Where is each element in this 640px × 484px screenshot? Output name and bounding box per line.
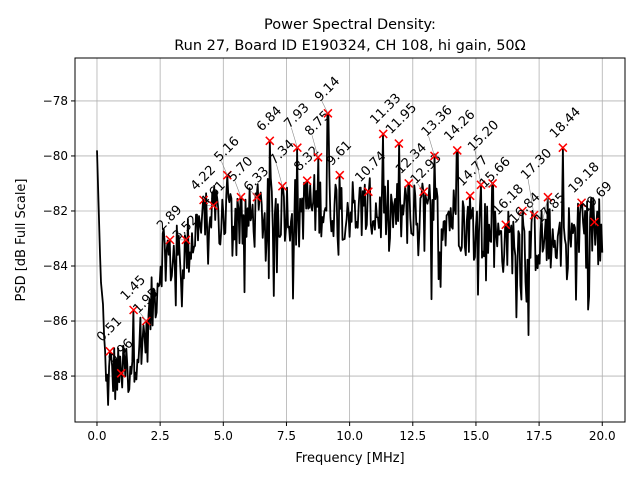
x-tick-label: 12.5 (399, 429, 426, 443)
x-marker-icon (105, 346, 115, 356)
x-marker-icon (313, 152, 323, 162)
y-tick-label: −84 (43, 259, 68, 273)
x-marker-icon (529, 210, 539, 220)
x-marker-icon (378, 129, 388, 139)
peak-leader-line (234, 181, 242, 198)
peak-leader-line (221, 161, 228, 176)
x-marker-icon (277, 181, 287, 191)
x-marker-icon (465, 191, 475, 201)
peak-marker: 18.44 (547, 105, 584, 153)
peak-leader-line (486, 183, 493, 188)
x-marker-icon (165, 235, 175, 245)
chart-title-line1: Power Spectral Density: (264, 17, 436, 33)
y-axis-label: PSD [dB Full Scale] (14, 178, 29, 301)
y-tick-label: −86 (43, 314, 68, 328)
plot-frame (74, 57, 626, 423)
x-marker-icon (589, 217, 599, 227)
peak-marker: 9.14 (312, 74, 343, 118)
x-marker-icon (363, 187, 373, 197)
x-marker-icon (116, 368, 126, 378)
x-marker-icon (452, 145, 462, 155)
x-marker-icon (265, 136, 275, 146)
x-axis-ticks: 0.0 2.5 5.0 7.5 10.0 12.5 15.0 17.5 20.0 (87, 422, 616, 443)
psd-trace-line (96, 112, 604, 406)
x-tick-label: 17.5 (526, 429, 553, 443)
peak-leader-line (276, 164, 283, 187)
x-tick-label: 7.5 (277, 429, 296, 443)
x-marker-icon (404, 178, 414, 188)
peak-leader-line (417, 183, 424, 192)
peak-leader-line (311, 135, 319, 158)
y-tick-label: −88 (43, 369, 68, 383)
y-tick-label: −82 (43, 204, 68, 218)
x-marker-icon (558, 143, 568, 153)
y-tick-label: −80 (43, 149, 68, 163)
x-tick-label: 5.0 (214, 429, 233, 443)
chart-title-line2: Run 27, Board ID E190324, CH 108, hi gai… (174, 38, 526, 54)
peak-marker: 6.84 (254, 104, 285, 146)
x-marker-icon (501, 220, 511, 230)
x-marker-icon (302, 176, 312, 186)
x-marker-icon (181, 235, 191, 245)
x-marker-icon (335, 170, 345, 180)
x-marker-icon (488, 178, 498, 188)
x-marker-icon (323, 108, 333, 118)
x-marker-icon (129, 305, 139, 315)
peak-leader-line (321, 101, 329, 114)
x-tick-label: 10.0 (336, 429, 363, 443)
x-tick-label: 0.0 (87, 429, 106, 443)
x-marker-icon (577, 198, 587, 208)
x-marker-icon (394, 139, 404, 149)
y-axis-ticks: −88 −86 −84 −82 −80 −78 (43, 94, 75, 383)
x-tick-label: 20.0 (589, 429, 616, 443)
peak-leader-line (541, 197, 549, 224)
peak-leader-line (527, 179, 535, 216)
peak-leader-line (474, 150, 482, 185)
peak-label: 9.14 (312, 74, 343, 105)
peak-leader-line (291, 127, 298, 148)
peak-label: 6.84 (254, 104, 285, 135)
x-axis-label: Frequency [MHz] (295, 451, 404, 466)
peak-leader-line (516, 210, 523, 224)
peak-label: 17.30 (518, 146, 555, 183)
peak-leader-line (428, 135, 435, 157)
x-marker-icon (199, 195, 209, 205)
peak-leader-line (250, 191, 258, 198)
peak-leader-line (140, 312, 147, 322)
peak-label: 18.44 (547, 105, 584, 142)
x-tick-label: 2.5 (151, 429, 170, 443)
x-tick-label: 15.0 (463, 429, 490, 443)
y-tick-label: −78 (43, 94, 68, 108)
